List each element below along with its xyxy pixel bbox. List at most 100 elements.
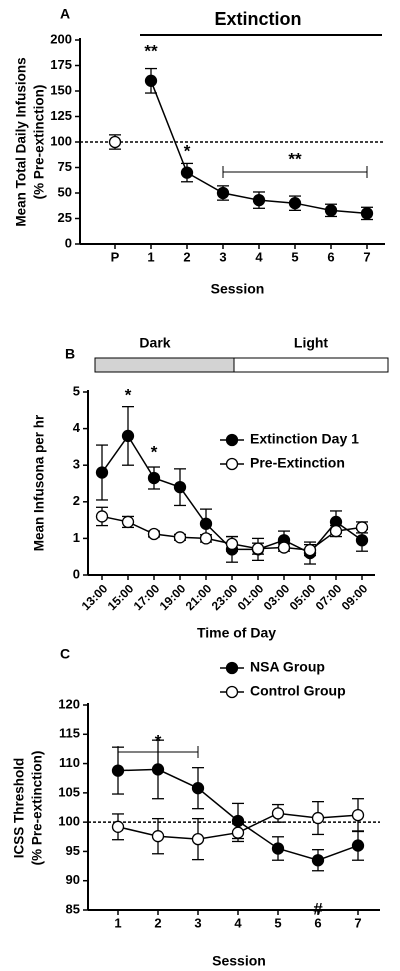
data-point <box>108 135 122 149</box>
data-point <box>252 193 266 207</box>
x-tick-label: 21:00 <box>183 581 215 613</box>
x-tick-label: 01:00 <box>235 581 267 613</box>
x-tick-label: 13:00 <box>79 581 111 613</box>
data-point <box>351 808 365 822</box>
x-axis-label: Session <box>211 281 265 297</box>
data-point <box>360 207 374 220</box>
y-tick-label: 2 <box>73 493 80 508</box>
data-point <box>355 534 369 547</box>
x-tick-label: 6 <box>314 915 321 930</box>
y-tick-label: 50 <box>58 184 72 199</box>
legend-marker <box>225 433 239 447</box>
x-tick-label: 03:00 <box>261 581 293 613</box>
data-point <box>173 531 187 544</box>
y-tick-label: 0 <box>65 235 72 250</box>
panel-label: A <box>60 6 70 22</box>
x-tick-label: 5 <box>291 249 298 264</box>
y-axis-label: Mean Total Daily Infusions <box>14 57 29 226</box>
data-point <box>311 854 325 867</box>
data-point <box>231 826 245 839</box>
y-tick-label: 0 <box>73 566 80 581</box>
x-tick-label: 5 <box>274 915 281 930</box>
data-point <box>111 820 125 833</box>
annotation: ** <box>288 149 302 168</box>
y-axis-label: ICSS Threshold <box>12 758 27 859</box>
data-point <box>277 541 291 554</box>
data-point <box>199 517 213 530</box>
y-tick-label: 100 <box>58 814 80 829</box>
y-tick-label: 150 <box>50 82 72 97</box>
annotation: ** <box>144 41 158 60</box>
x-tick-label: P <box>111 249 120 264</box>
x-tick-label: 1 <box>114 915 121 930</box>
y-tick-label: 4 <box>73 420 81 435</box>
y-tick-label: 5 <box>73 383 80 398</box>
data-point <box>329 524 343 538</box>
data-point <box>199 532 213 545</box>
dark-period <box>94 357 235 373</box>
data-point <box>271 842 285 855</box>
x-axis-label: Time of Day <box>197 625 276 641</box>
x-tick-label: 7 <box>354 915 361 930</box>
x-tick-label: 19:00 <box>157 581 189 613</box>
legend-label: Pre-Extinction <box>250 455 345 471</box>
x-tick-label: 3 <box>219 249 226 264</box>
light-period <box>233 357 389 373</box>
data-point <box>144 74 158 87</box>
y-tick-label: 115 <box>59 726 80 741</box>
y-tick-label: 1 <box>73 530 80 545</box>
legend-marker <box>225 661 239 675</box>
x-tick-label: 6 <box>327 249 334 264</box>
data-point <box>324 204 338 217</box>
y-tick-label: 85 <box>66 901 80 916</box>
data-point <box>121 515 135 529</box>
annotation: * <box>155 731 162 750</box>
data-point <box>351 839 365 852</box>
data-point <box>355 521 369 534</box>
legend-label: Control Group <box>250 683 346 699</box>
data-point <box>191 782 205 795</box>
data-point <box>173 481 187 494</box>
y-axis-label: (% Pre-extinction) <box>30 751 45 866</box>
y-tick-label: 95 <box>66 843 80 858</box>
legend-marker <box>225 685 239 699</box>
x-tick-label: 15:00 <box>105 581 137 613</box>
y-tick-label: 90 <box>66 872 80 887</box>
data-point <box>95 466 109 479</box>
data-point <box>191 832 205 846</box>
data-point <box>151 830 165 843</box>
y-axis-label: Mean Infusona per hr <box>32 414 47 551</box>
y-tick-label: 125 <box>50 108 72 123</box>
annotation: * <box>151 442 158 461</box>
x-tick-label: 2 <box>183 249 190 264</box>
data-point <box>121 429 135 443</box>
data-point <box>225 537 239 551</box>
x-tick-label: 23:00 <box>209 581 241 613</box>
x-tick-label: 7 <box>363 249 370 264</box>
legend-label: Extinction Day 1 <box>250 431 359 447</box>
x-tick-label: 1 <box>147 249 154 264</box>
legend-marker <box>225 457 239 471</box>
data-point <box>303 543 317 557</box>
y-tick-label: 105 <box>58 784 80 799</box>
data-point <box>95 510 109 523</box>
data-point <box>216 186 230 200</box>
annotation: * <box>125 385 132 404</box>
y-tick-label: 75 <box>58 159 72 174</box>
x-tick-label: 17:00 <box>131 581 163 613</box>
y-tick-label: 25 <box>58 210 72 225</box>
y-axis-label: (% Pre-extinction) <box>32 85 47 200</box>
period-label: Light <box>294 335 329 351</box>
data-point <box>147 471 161 485</box>
x-tick-label: 09:00 <box>339 581 371 613</box>
y-tick-label: 200 <box>50 31 72 46</box>
data-point <box>271 807 285 820</box>
legend-label: NSA Group <box>250 659 325 675</box>
data-point <box>147 527 161 541</box>
panel-label: B <box>65 346 75 362</box>
x-tick-label: 07:00 <box>313 581 345 613</box>
annotation: # <box>313 899 323 918</box>
y-tick-label: 120 <box>58 696 80 711</box>
x-tick-label: 3 <box>194 915 201 930</box>
